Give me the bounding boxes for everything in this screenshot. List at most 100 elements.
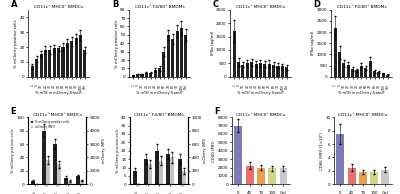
Bar	[180, 28, 183, 77]
X-axis label: % mTff in mCherry-TransIT: % mTff in mCherry-TransIT	[237, 91, 284, 95]
Text: F: F	[214, 107, 220, 116]
Y-axis label: mCherry (MFI): mCherry (MFI)	[203, 138, 207, 163]
Bar	[268, 168, 276, 184]
Bar	[158, 68, 161, 77]
Bar	[40, 55, 43, 77]
Bar	[154, 70, 157, 77]
Bar	[170, 158, 174, 184]
Bar	[31, 181, 34, 184]
Bar	[370, 172, 378, 184]
Y-axis label: CD86 (MFI) (1×10⁵): CD86 (MFI) (1×10⁵)	[320, 132, 324, 170]
Bar	[280, 168, 288, 184]
Y-axis label: % mCherry positive cells: % mCherry positive cells	[115, 19, 119, 68]
Bar	[182, 171, 186, 184]
Bar	[76, 176, 80, 184]
Bar	[246, 63, 249, 77]
Text: C: C	[213, 0, 219, 9]
Bar	[263, 64, 266, 77]
Bar	[57, 48, 60, 77]
Bar	[62, 47, 64, 77]
Bar	[259, 63, 262, 77]
Bar	[176, 31, 178, 77]
Bar	[233, 31, 236, 77]
Bar	[257, 167, 265, 184]
Y-axis label: IFNα (pg/ml): IFNα (pg/ml)	[210, 31, 214, 55]
Bar	[377, 72, 380, 77]
Bar	[162, 52, 166, 77]
Bar	[53, 144, 57, 184]
Y-axis label: % mCherry positive cells: % mCherry positive cells	[116, 129, 120, 173]
Title: CD11c⁺ F4/80⁺ BMDMs: CD11c⁺ F4/80⁺ BMDMs	[336, 5, 386, 9]
Bar	[79, 35, 82, 77]
Bar	[74, 38, 78, 77]
Bar	[178, 159, 182, 184]
Title: CD11c⁺ MHCll⁺ BMDCs: CD11c⁺ MHCll⁺ BMDCs	[32, 113, 82, 117]
Bar	[351, 69, 354, 77]
Bar	[359, 172, 367, 184]
Bar	[348, 167, 356, 184]
Bar	[53, 48, 56, 77]
Bar	[149, 73, 152, 77]
Legend: % mCherry positive cells, mCherry (MFI): % mCherry positive cells, mCherry (MFI)	[29, 119, 70, 130]
Bar	[369, 61, 372, 77]
Text: B: B	[112, 0, 118, 9]
Bar	[159, 161, 163, 184]
Bar	[83, 50, 86, 77]
Bar	[356, 70, 358, 77]
Bar	[268, 64, 271, 77]
Bar	[382, 74, 385, 77]
Bar	[46, 160, 50, 184]
Bar	[342, 63, 346, 77]
Bar	[35, 59, 38, 77]
Y-axis label: CD40 (MFI): CD40 (MFI)	[212, 140, 216, 162]
Bar	[31, 66, 34, 77]
Bar	[80, 180, 84, 184]
Title: CD11c⁺ MHCll⁺ BMDCs: CD11c⁺ MHCll⁺ BMDCs	[34, 5, 83, 9]
Bar	[234, 126, 242, 184]
Bar	[66, 42, 69, 77]
Bar	[382, 170, 389, 184]
Text: E: E	[10, 107, 16, 116]
Bar	[281, 66, 284, 77]
Text: D: D	[314, 0, 321, 9]
Bar	[237, 62, 240, 77]
Bar	[148, 164, 152, 184]
X-axis label: % mTff in mCherry-TransIT: % mTff in mCherry-TransIT	[338, 91, 385, 95]
Bar	[145, 73, 148, 77]
Bar	[68, 181, 72, 184]
Y-axis label: mCherry (MFI): mCherry (MFI)	[102, 138, 106, 163]
Bar	[132, 75, 135, 77]
Bar	[250, 62, 253, 77]
Bar	[242, 65, 244, 77]
Bar	[167, 35, 170, 77]
Bar	[48, 50, 51, 77]
Bar	[272, 65, 275, 77]
Y-axis label: % mCherry positive cells: % mCherry positive cells	[14, 19, 18, 68]
Bar	[246, 166, 254, 184]
Bar	[132, 171, 136, 184]
Title: CD11c⁺ F4/80⁺ BMDMs: CD11c⁺ F4/80⁺ BMDMs	[135, 5, 184, 9]
Bar	[373, 71, 376, 77]
Bar	[334, 28, 337, 77]
Bar	[364, 68, 367, 77]
Bar	[140, 74, 144, 77]
X-axis label: % mTff in mCherry-TransIT: % mTff in mCherry-TransIT	[35, 91, 82, 95]
Bar	[136, 74, 139, 77]
Bar	[144, 159, 148, 184]
Title: CD11c⁺ F4/80⁺ BMDMs: CD11c⁺ F4/80⁺ BMDMs	[134, 113, 184, 117]
Bar	[254, 64, 258, 77]
Bar	[184, 35, 187, 77]
Bar	[171, 39, 174, 77]
Bar	[276, 66, 280, 77]
Bar	[64, 178, 68, 184]
Bar	[347, 65, 350, 77]
Title: CD11c⁺ MHCll⁺ BMDCs: CD11c⁺ MHCll⁺ BMDCs	[236, 113, 286, 117]
Bar	[155, 151, 159, 184]
Title: CD11c⁺ MHCll⁺ BMDCs: CD11c⁺ MHCll⁺ BMDCs	[338, 113, 388, 117]
Bar	[57, 164, 61, 184]
Text: A: A	[11, 0, 17, 9]
Y-axis label: % mCherry positive cells: % mCherry positive cells	[11, 129, 15, 173]
Y-axis label: IFNα (pg/ml): IFNα (pg/ml)	[312, 31, 316, 55]
Bar	[70, 41, 73, 77]
Bar	[285, 68, 288, 77]
